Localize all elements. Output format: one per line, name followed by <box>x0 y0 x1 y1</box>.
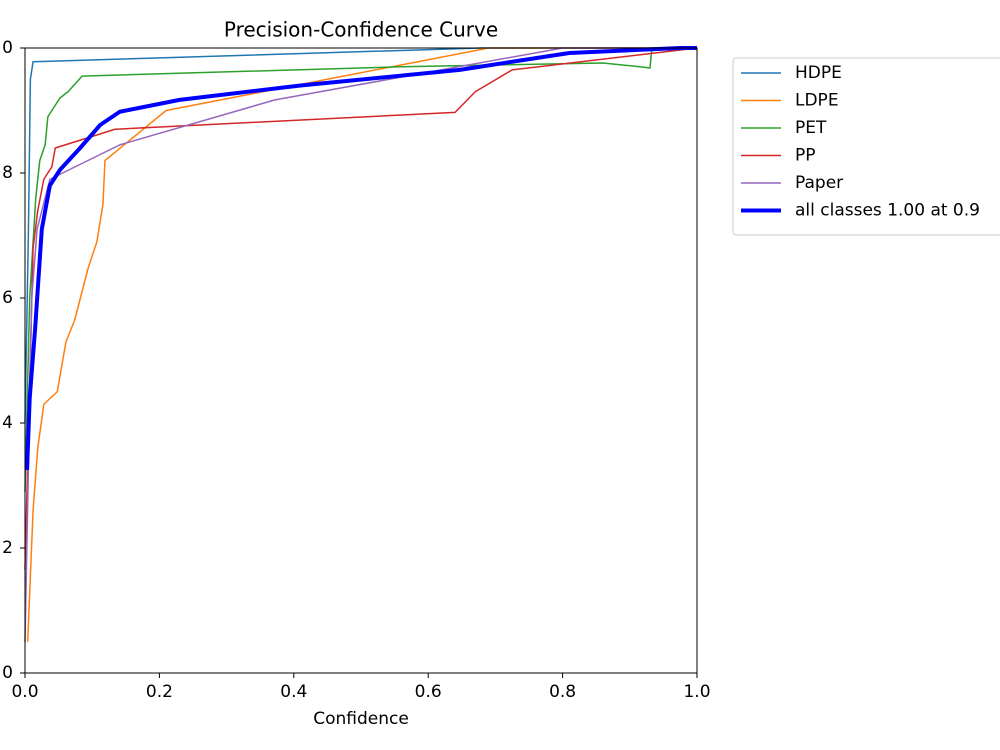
x-tick-label: 0.2 <box>146 682 173 702</box>
chart-title: Precision-Confidence Curve <box>224 18 498 42</box>
y-tick-label: 4 <box>2 413 13 433</box>
legend-label: PP <box>795 146 816 166</box>
legend-box <box>732 57 1000 236</box>
legend-label: HDPE <box>795 63 842 83</box>
series-line <box>24 47 697 424</box>
series-line <box>24 47 698 570</box>
x-tick-label: 0.6 <box>415 682 442 702</box>
series-line <box>26 47 697 642</box>
series-line <box>24 47 697 492</box>
legend-label: Paper <box>795 173 843 193</box>
plot-frame <box>24 47 698 674</box>
y-tick-label: 6 <box>2 288 13 308</box>
y-tick-label: 2 <box>2 538 13 558</box>
y-tick-label: 8 <box>2 163 13 183</box>
x-axis-label: Confidence <box>313 709 409 729</box>
x-tick-label: 0.0 <box>11 682 38 702</box>
x-tick-label: 1.0 <box>683 682 710 702</box>
series-line <box>24 47 697 642</box>
y-tick-label: 0 <box>2 663 13 683</box>
y-tick-label: 0 <box>2 38 13 58</box>
series-line <box>25 46 697 470</box>
x-tick-label: 0.8 <box>549 682 576 702</box>
legend-label: LDPE <box>795 91 839 111</box>
legend-label: PET <box>795 118 827 138</box>
legend-label: all classes 1.00 at 0.9 <box>795 201 980 221</box>
x-tick-label: 0.4 <box>280 682 307 702</box>
